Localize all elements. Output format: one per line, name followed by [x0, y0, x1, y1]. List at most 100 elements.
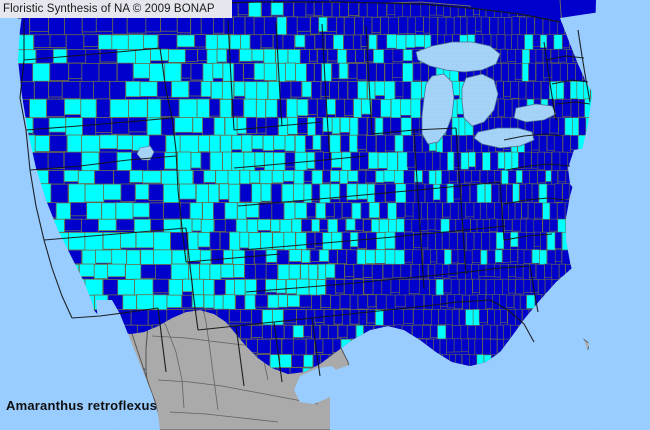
- county-cell: [261, 324, 272, 340]
- county-cell: [356, 249, 367, 266]
- county-cell: [367, 294, 377, 308]
- county-cell: [465, 202, 475, 218]
- county-cell: [353, 263, 364, 280]
- county-cell: [442, 264, 450, 279]
- county-cell: [48, 81, 63, 98]
- county-cell: [394, 249, 405, 267]
- county-cell: [93, 263, 109, 279]
- county-cell: [301, 249, 311, 263]
- county-cell: [458, 278, 466, 297]
- county-cell: [111, 117, 130, 135]
- county-cell: [346, 183, 358, 201]
- county-cell: [306, 202, 317, 218]
- county-cell: [212, 62, 224, 79]
- county-cell: [394, 134, 404, 152]
- county-cell: [81, 134, 101, 153]
- county-cell: [253, 62, 265, 81]
- county-cell: [79, 81, 95, 102]
- county-cell: [263, 62, 278, 81]
- county-cell: [494, 308, 501, 327]
- county-cell: [487, 308, 495, 327]
- county-cell: [212, 202, 226, 223]
- county-cell: [562, 183, 570, 200]
- county-cell: [413, 309, 425, 326]
- county-cell: [188, 80, 202, 97]
- county-cell: [445, 16, 455, 37]
- county-cell: [400, 263, 411, 278]
- county-cell: [503, 81, 511, 97]
- county-cell: [451, 309, 460, 326]
- county-cell: [402, 49, 413, 61]
- county-cell: [260, 183, 272, 202]
- county-cell: [337, 324, 348, 338]
- county-cell: [297, 117, 308, 134]
- county-cell: [514, 202, 522, 222]
- county-cell: [309, 49, 318, 62]
- county-cell: [519, 294, 527, 311]
- county-cell: [497, 151, 505, 169]
- county-cell: [231, 134, 243, 151]
- county-cell: [205, 34, 218, 52]
- county-cell: [382, 117, 391, 137]
- county-cell: [519, 218, 527, 234]
- county-cell: [374, 249, 386, 264]
- county-cell: [482, 152, 491, 172]
- county-cell: [236, 117, 247, 135]
- county-cell: [349, 294, 359, 310]
- county-cell: [308, 278, 318, 297]
- county-cell: [356, 63, 368, 81]
- county-cell: [267, 294, 279, 309]
- county-cell: [61, 81, 81, 99]
- county-cell: [554, 183, 563, 203]
- county-cell: [140, 249, 155, 268]
- county-cell: [95, 16, 114, 32]
- county-cell: [233, 81, 246, 97]
- county-cell: [291, 354, 305, 368]
- county-cell: [500, 63, 509, 84]
- county-cell: [569, 81, 578, 100]
- county-cell: [304, 34, 316, 52]
- county-cell: [94, 170, 114, 185]
- species-name-label: Amaranthus retroflexus: [6, 398, 158, 413]
- county-cell: [469, 294, 479, 312]
- state-boundaries: [19, 19, 591, 387]
- county-cell: [224, 218, 237, 234]
- county-cell: [423, 16, 431, 34]
- county-cell: [421, 202, 428, 222]
- county-cell: [243, 98, 257, 119]
- county-cell: [315, 202, 327, 219]
- county-cell: [294, 34, 306, 48]
- county-cell: [535, 63, 545, 84]
- county-cell: [375, 170, 385, 183]
- county-cell: [468, 151, 476, 168]
- county-cell: [140, 264, 156, 279]
- county-cell: [261, 2, 272, 17]
- county-cell: [191, 218, 202, 232]
- county-cell: [49, 34, 67, 49]
- county-cell: [203, 279, 215, 297]
- county-cell: [319, 183, 331, 206]
- county-cell: [81, 16, 97, 33]
- county-cell: [356, 183, 368, 200]
- county-cell: [319, 218, 329, 231]
- county-cell: [494, 170, 502, 182]
- county-cell: [429, 16, 438, 36]
- county-cell: [383, 170, 395, 183]
- county-cell: [445, 308, 453, 326]
- county-cell: [493, 263, 501, 278]
- county-cell: [531, 249, 540, 264]
- county-cell: [116, 151, 132, 172]
- county-cell: [132, 202, 151, 218]
- county-cell: [68, 231, 86, 251]
- county-cell: [281, 338, 294, 356]
- county-cell: [427, 202, 437, 222]
- county-cell: [203, 294, 215, 309]
- county-cell: [478, 309, 488, 323]
- county-cell: [296, 16, 311, 32]
- county-cell: [394, 231, 405, 251]
- county-cell: [363, 218, 373, 232]
- county-cell: [47, 151, 65, 169]
- county-cell: [103, 183, 122, 201]
- county-cell: [489, 16, 499, 37]
- county-cell: [225, 279, 236, 296]
